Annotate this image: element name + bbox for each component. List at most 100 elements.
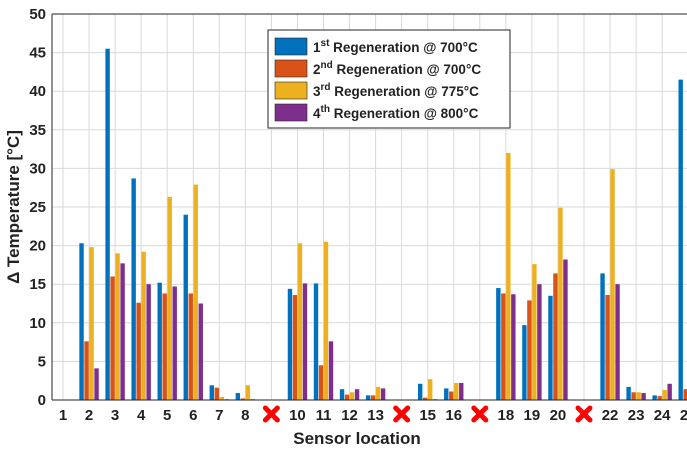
bar-series-1-sensor-10 bbox=[287, 288, 293, 400]
legend-entry-label: 3rd Regeneration @ 775°C bbox=[313, 82, 479, 99]
y-tick-label: 30 bbox=[29, 160, 46, 177]
bar-series-4-sensor-3 bbox=[120, 263, 125, 400]
bar-series-1-sensor-25 bbox=[678, 79, 683, 401]
x-tick-label: 7 bbox=[215, 407, 223, 424]
x-axis-label: Sensor location bbox=[293, 429, 421, 448]
y-tick-label: 20 bbox=[29, 238, 46, 255]
bar-series-3-sensor-7 bbox=[219, 396, 224, 400]
legend-entry-label: 4th Regeneration @ 800°C bbox=[313, 104, 479, 121]
bar-series-2-sensor-7 bbox=[214, 387, 219, 400]
x-tick-label: 6 bbox=[189, 407, 197, 424]
bar-series-1-sensor-12 bbox=[339, 389, 345, 400]
bar-series-1-sensor-7 bbox=[209, 385, 214, 400]
bar-series-4-sensor-5 bbox=[172, 286, 177, 400]
bar-series-2-sensor-23 bbox=[631, 392, 636, 400]
x-tick-label: 3 bbox=[111, 407, 119, 424]
bar-series-4-sensor-4 bbox=[146, 284, 151, 400]
bar-series-4-sensor-22 bbox=[615, 284, 620, 400]
bar-series-3-sensor-3 bbox=[115, 253, 120, 400]
y-tick-label: 5 bbox=[38, 353, 46, 370]
bar-series-4-sensor-13 bbox=[380, 388, 386, 400]
legend-swatch bbox=[274, 103, 308, 122]
x-tick-label: 2 bbox=[85, 407, 93, 424]
bar-series-4-sensor-18 bbox=[511, 294, 516, 400]
bar-series-1-sensor-18 bbox=[496, 288, 501, 400]
failed-sensor-marker bbox=[575, 405, 593, 423]
bar-series-2-sensor-11 bbox=[318, 365, 324, 400]
bar-series-3-sensor-23 bbox=[636, 392, 641, 400]
legend-swatch bbox=[274, 59, 308, 78]
bar-series-2-sensor-3 bbox=[110, 276, 115, 400]
bar-series-3-sensor-5 bbox=[167, 196, 172, 400]
bar-series-3-sensor-12 bbox=[349, 392, 355, 400]
bar-series-1-sensor-19 bbox=[522, 325, 527, 400]
bar-series-3-sensor-16 bbox=[454, 383, 459, 400]
y-tick-label: 15 bbox=[29, 276, 46, 293]
x-tick-label: 13 bbox=[367, 407, 384, 424]
y-tick-label: 10 bbox=[29, 315, 46, 332]
bar-series-1-sensor-4 bbox=[131, 178, 136, 400]
bar-series-1-sensor-23 bbox=[626, 386, 631, 400]
bar-series-2-sensor-12 bbox=[344, 394, 350, 400]
legend-swatch bbox=[274, 81, 308, 100]
bar-series-4-sensor-2 bbox=[94, 368, 99, 400]
bar-series-2-sensor-25 bbox=[683, 389, 687, 400]
x-tick-label: 25 bbox=[680, 407, 687, 424]
x-tick-label: 8 bbox=[241, 407, 249, 424]
bar-series-1-sensor-3 bbox=[105, 48, 110, 401]
x-tick-label: 11 bbox=[316, 407, 332, 424]
bar-series-3-sensor-10 bbox=[297, 243, 303, 400]
bar-series-1-sensor-13 bbox=[365, 395, 371, 400]
bar-series-4-sensor-20 bbox=[563, 259, 568, 400]
bar-series-3-sensor-24 bbox=[662, 389, 667, 400]
y-tick-label: 45 bbox=[29, 45, 46, 62]
x-tick-label: 10 bbox=[289, 407, 306, 424]
bar-series-2-sensor-10 bbox=[292, 295, 298, 400]
bar-series-1-sensor-2 bbox=[79, 243, 84, 400]
bar-series-3-sensor-19 bbox=[532, 264, 537, 400]
bars bbox=[79, 48, 687, 401]
bar-series-1-sensor-6 bbox=[183, 214, 188, 400]
bar-series-2-sensor-13 bbox=[370, 395, 376, 400]
bar-series-1-sensor-11 bbox=[313, 283, 319, 400]
bar-series-1-sensor-8 bbox=[235, 393, 241, 400]
x-tick-label: 5 bbox=[163, 407, 171, 424]
bar-series-1-sensor-16 bbox=[444, 388, 449, 400]
bar-series-3-sensor-20 bbox=[558, 207, 563, 400]
bar-series-3-sensor-6 bbox=[193, 184, 198, 400]
legend-entry-label: 1st Regeneration @ 700°C bbox=[313, 38, 478, 55]
legend-swatch bbox=[274, 37, 308, 56]
bar-series-3-sensor-22 bbox=[610, 169, 615, 400]
bar-series-3-sensor-8 bbox=[245, 385, 251, 400]
bar-series-2-sensor-5 bbox=[162, 293, 167, 400]
x-tick-label: 23 bbox=[628, 407, 645, 424]
axes bbox=[51, 13, 687, 401]
y-axis-label: Δ Temperature [°C] bbox=[4, 130, 23, 284]
bar-series-2-sensor-18 bbox=[501, 293, 506, 400]
bar-series-4-sensor-6 bbox=[198, 303, 203, 400]
bar-series-4-sensor-19 bbox=[537, 284, 542, 400]
failed-sensor-marker bbox=[393, 405, 411, 423]
bar-series-2-sensor-22 bbox=[605, 295, 610, 400]
bar-series-1-sensor-24 bbox=[652, 395, 657, 400]
bar-series-3-sensor-4 bbox=[141, 251, 146, 400]
x-tick-label: 19 bbox=[524, 407, 541, 424]
x-tick-label: 18 bbox=[498, 407, 515, 424]
failed-sensor-marker bbox=[262, 405, 280, 423]
legend-box bbox=[267, 29, 511, 129]
y-tick-label: 40 bbox=[29, 83, 46, 100]
bar-series-3-sensor-11 bbox=[323, 241, 329, 400]
bar-series-3-sensor-18 bbox=[506, 152, 511, 400]
bar-series-4-sensor-24 bbox=[667, 383, 672, 400]
bar-series-4-sensor-23 bbox=[641, 393, 646, 400]
bar-series-3-sensor-2 bbox=[89, 247, 94, 400]
bar-series-4-sensor-10 bbox=[302, 283, 308, 400]
bar-series-1-sensor-22 bbox=[600, 273, 605, 400]
bar-series-2-sensor-16 bbox=[449, 391, 454, 400]
bar-series-2-sensor-20 bbox=[553, 273, 558, 400]
bar-series-2-sensor-6 bbox=[188, 293, 193, 400]
y-tick-label: 50 bbox=[29, 6, 46, 23]
y-tick-label: 0 bbox=[38, 392, 46, 409]
x-tick-label: 16 bbox=[445, 407, 462, 424]
bar-series-4-sensor-16 bbox=[459, 383, 464, 400]
